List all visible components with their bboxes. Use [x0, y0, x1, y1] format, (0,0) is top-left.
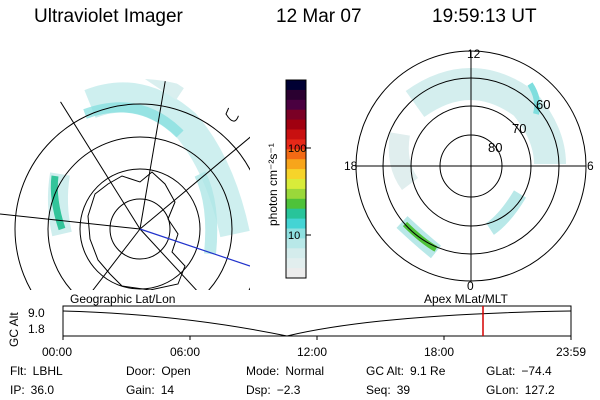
seq-field: Seq: 39 — [366, 383, 411, 397]
apex-caption: Apex MLat/MLT — [424, 292, 508, 306]
colorbar-swatch — [286, 119, 306, 130]
time-tick-label: 00:00 — [42, 345, 72, 359]
mode-field: Mode: Normal — [246, 364, 325, 378]
time-tick-label: 18:00 — [424, 345, 454, 359]
altitude-curve — [62, 310, 572, 337]
mlt-label-6: 6 — [587, 159, 594, 173]
antarctica-coastline — [87, 171, 186, 290]
colorbar-swatch — [286, 218, 306, 229]
mlt-label-18: 18 — [344, 159, 358, 173]
colorbar-swatch — [286, 268, 306, 279]
colorbar-swatch — [286, 169, 306, 180]
gain-field: Gain: 14 — [126, 383, 175, 397]
colorbar-tick-label-100: 100 — [288, 143, 306, 155]
colorbar-swatch — [286, 109, 306, 121]
colorbar-swatches — [286, 80, 306, 279]
instrument-title: Ultraviolet Imager — [34, 6, 183, 27]
altitude-tick-1-8: 1.8 — [28, 322, 45, 336]
colorbar-swatch — [286, 228, 306, 239]
colorbar: photon cm⁻²s⁻¹ 100 10 — [266, 79, 311, 279]
door-field: Door: Open — [126, 364, 191, 378]
colorbar-swatch — [286, 159, 306, 170]
colorbar-frame — [285, 79, 307, 279]
coastline — [185, 60, 210, 76]
altitude-tick-9: 9.0 — [28, 306, 45, 320]
colorbar-tick-label-10: 10 — [288, 230, 300, 242]
geographic-caption: Geographic Lat/Lon — [70, 292, 175, 306]
altitude-axis-label: GC Alt — [7, 312, 21, 347]
observation-time: 19:59:13 UT — [432, 6, 537, 27]
colorbar-swatch — [286, 80, 306, 91]
gc-alt-field: GC Alt: 9.1 Re — [366, 364, 446, 378]
mlt-label-12: 12 — [467, 47, 481, 61]
colorbar-swatch — [286, 238, 306, 249]
auroral-emission — [47, 79, 250, 255]
filter-field: Flt: LBHL — [10, 364, 63, 378]
altitude-plot-frame — [62, 305, 572, 337]
ip-field: IP: 36.0 — [10, 383, 55, 397]
map-graticule — [0, 79, 250, 290]
mlt-label-0: 0 — [467, 279, 474, 292]
colorbar-swatch — [286, 99, 306, 111]
glon-field: GLon: 127.2 — [486, 383, 555, 397]
altitude-strip: GC Alt 9.0 1.8 Geographic Lat/Lon Apex M… — [7, 292, 586, 359]
geographic-map — [0, 60, 250, 290]
colorbar-swatch — [286, 258, 306, 269]
colorbar-swatch — [286, 129, 306, 140]
geographic-map-panel — [0, 60, 250, 290]
polar-emission — [388, 68, 566, 259]
observation-date: 12 Mar 07 — [276, 6, 362, 27]
time-tick-label: 23:59 — [556, 345, 586, 359]
colorbar-swatch — [286, 198, 306, 210]
colorbar-swatch — [286, 89, 306, 101]
colorbar-unit-label: photon cm⁻²s⁻¹ — [266, 143, 280, 226]
dayside-meridian-line — [139, 228, 250, 267]
lat-label-70: 70 — [512, 121, 526, 136]
polar-mlt-panel: 12 18 6 0 60 70 80 — [344, 47, 594, 292]
glat-field: GLat: −74.4 — [486, 364, 552, 378]
time-ticks — [62, 336, 572, 340]
dsp-field: Dsp: −2.3 — [246, 383, 301, 397]
colorbar-swatch — [286, 208, 306, 220]
lat-label-80: 80 — [488, 140, 502, 155]
time-tick-label: 12:00 — [297, 345, 327, 359]
lat-label-60: 60 — [536, 97, 550, 112]
colorbar-swatch — [286, 188, 306, 200]
colorbar-swatch — [286, 248, 306, 259]
colorbar-swatch — [286, 139, 306, 150]
colorbar-swatch — [286, 149, 306, 160]
time-tick-label: 06:00 — [170, 345, 200, 359]
colorbar-swatch — [286, 179, 306, 190]
polar-grid — [355, 50, 587, 282]
